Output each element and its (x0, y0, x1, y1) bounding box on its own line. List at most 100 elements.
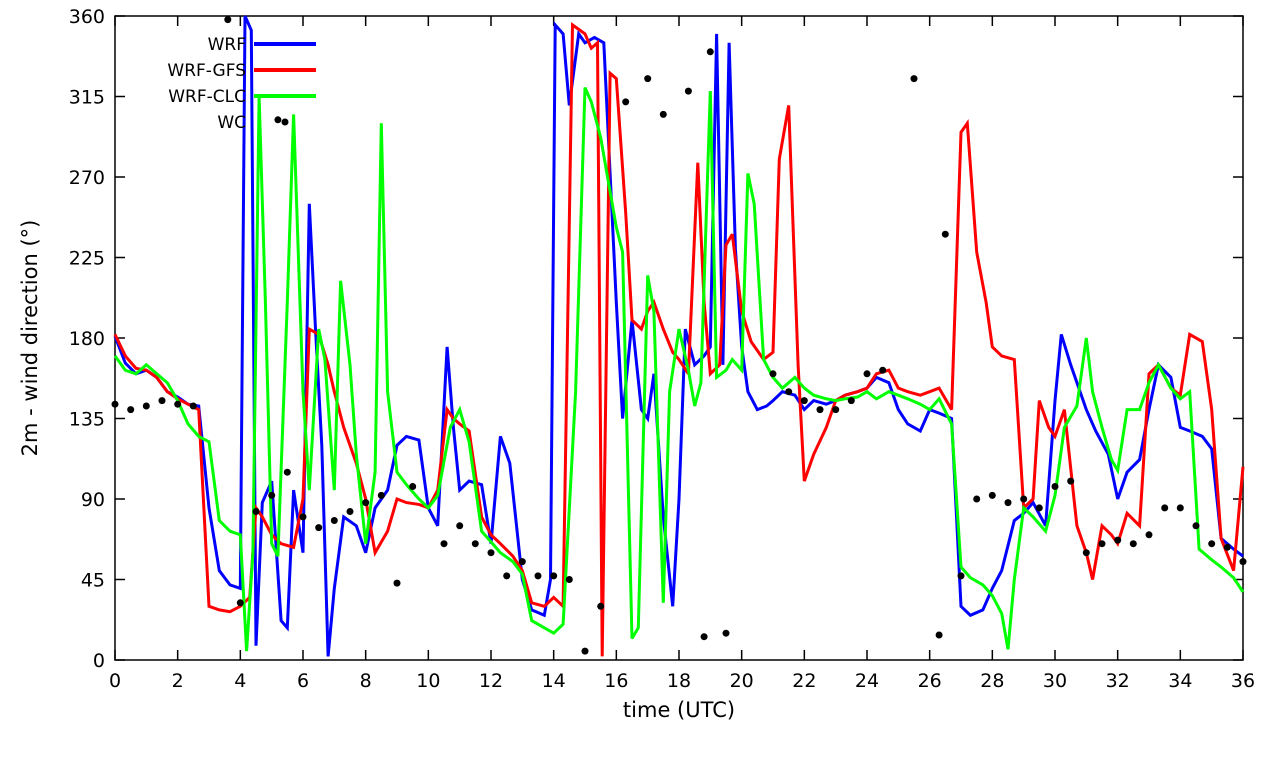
series-wc-point (785, 388, 793, 396)
series-wc-point (393, 579, 401, 587)
series-wc-point (503, 572, 511, 580)
series-wc-point (622, 98, 630, 106)
series-wc-point (236, 599, 244, 607)
x-tick-label: 8 (360, 670, 372, 692)
series-wc-point (283, 468, 291, 476)
x-tick-label: 0 (109, 670, 121, 692)
series-wc-point (274, 116, 282, 124)
x-axis-title: time (UTC) (622, 698, 736, 722)
y-tick-label: 270 (69, 167, 105, 189)
x-tick-label: 22 (792, 670, 816, 692)
series-wc-point (973, 495, 981, 503)
series-wc-point (1239, 558, 1247, 566)
x-tick-label: 24 (855, 670, 879, 692)
y-tick-label: 225 (69, 248, 105, 270)
series-wc-point (1192, 522, 1200, 530)
series-wc-point (409, 483, 417, 490)
series-wc-point (581, 647, 589, 655)
series-wc-point (299, 513, 307, 521)
series-wc-point (158, 397, 166, 405)
x-tick-label: 10 (416, 670, 440, 692)
x-tick-label: 2 (172, 670, 184, 692)
x-tick-label: 18 (667, 670, 691, 692)
y-tick-label: 135 (69, 409, 105, 431)
series-wc-point (1208, 540, 1216, 548)
y-tick-label: 315 (69, 87, 105, 109)
y-tick-label: 360 (69, 6, 105, 28)
series-wc-point (346, 508, 354, 515)
legend-label-wrf-clc: WRF-CLC (168, 87, 246, 107)
x-tick-label: 28 (980, 670, 1004, 692)
series-wc-point (174, 400, 182, 408)
x-tick-label: 34 (1168, 670, 1192, 692)
series-wc-point (534, 572, 542, 580)
series-wc-point (800, 397, 808, 405)
series-wc-point (252, 508, 260, 515)
series-wc-point (1004, 499, 1012, 507)
x-tick-label: 14 (542, 670, 566, 692)
series-wc-point (847, 397, 855, 405)
series-wc-point (487, 549, 495, 557)
series-wc-point (189, 402, 197, 410)
series-wc-point (362, 499, 370, 507)
x-tick-label: 20 (730, 670, 754, 692)
x-tick-label: 16 (604, 670, 628, 692)
series-wc-point (471, 540, 479, 548)
series-wc-point (1020, 495, 1028, 503)
series-wc-point (988, 491, 996, 499)
y-tick-label: 45 (81, 570, 105, 592)
series-wc-point (1067, 477, 1075, 485)
series-wc-point (268, 491, 276, 499)
series-wc-point (1098, 540, 1106, 548)
x-tick-label: 12 (479, 670, 503, 692)
y-tick-label: 90 (81, 489, 105, 511)
series-wc-point (935, 631, 943, 639)
series-wc-point (1082, 549, 1090, 557)
series-wc-point (769, 370, 777, 378)
x-tick-label: 32 (1106, 670, 1130, 692)
legend-label-wrf-gfs: WRF-GFS (167, 61, 246, 81)
y-tick-label: 180 (69, 328, 105, 350)
series-wc-point (518, 558, 526, 566)
series-wc-point (941, 230, 949, 238)
series-wc-point (440, 540, 448, 548)
series-wc-point (550, 572, 558, 580)
x-tick-label: 4 (234, 670, 246, 692)
series-wc-point (957, 572, 965, 580)
x-tick-label: 26 (918, 670, 942, 692)
y-tick-label: 0 (93, 650, 105, 672)
series-wc-point (832, 406, 840, 414)
series-wc-point (722, 629, 730, 637)
x-tick-label: 6 (297, 670, 309, 692)
series-wc-point (1051, 483, 1059, 490)
series-wc-point (111, 400, 119, 408)
series-wc-point (597, 602, 605, 610)
series-wc-point (377, 491, 385, 499)
series-wc-point (330, 517, 338, 524)
series-wc-point (659, 110, 667, 118)
series-wc-point (224, 16, 232, 24)
x-tick-label: 36 (1231, 670, 1255, 692)
series-wc-point (127, 406, 135, 414)
series-wrf-clc-line (113, 86, 1245, 652)
series-wc-point (1129, 540, 1137, 548)
series-wc-point (1176, 504, 1184, 512)
series-wc-point (879, 366, 887, 374)
series-wc-point (456, 522, 464, 530)
series-wc-point (1161, 504, 1169, 512)
series-wc-point (1145, 531, 1153, 539)
series-wc-point (565, 576, 573, 583)
series-wc-point (684, 87, 692, 95)
series-wc-point (910, 75, 918, 83)
series-wc-point (315, 524, 323, 532)
series-wc-point (863, 370, 871, 378)
x-tick-label: 30 (1043, 670, 1067, 692)
series-wc-point (1114, 536, 1122, 544)
legend-sample-wc (281, 118, 289, 126)
y-axis-title: 2m - wind direction (°) (18, 219, 42, 457)
legend-label-wc: WC (217, 113, 246, 133)
series-wc-point (1035, 504, 1043, 512)
legend-label-wrf: WRF (208, 35, 246, 55)
